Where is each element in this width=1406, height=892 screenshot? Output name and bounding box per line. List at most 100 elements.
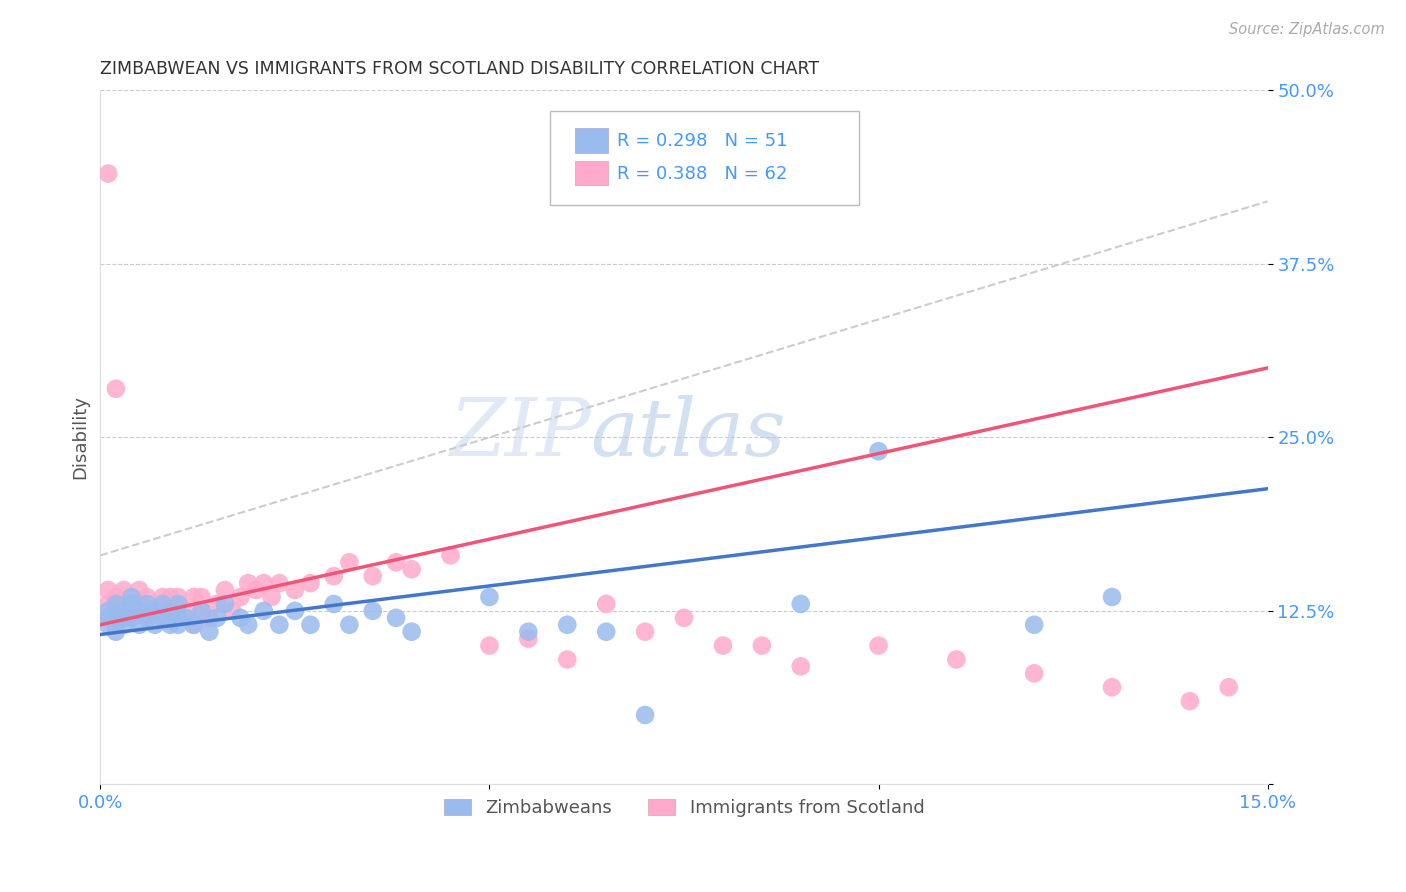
Text: Source: ZipAtlas.com: Source: ZipAtlas.com (1229, 22, 1385, 37)
Text: ZIP: ZIP (449, 395, 591, 473)
Point (751, 639, 773, 653)
Point (229, 590, 252, 604)
Text: R = 0.388   N = 62: R = 0.388 N = 62 (617, 164, 787, 183)
Point (136, 611, 159, 625)
Point (104, 597, 127, 611)
Point (167, 590, 190, 604)
Point (299, 576, 322, 591)
Legend: Zimbabweans, Immigrants from Scotland: Zimbabweans, Immigrants from Scotland (436, 791, 932, 824)
Point (112, 604, 135, 618)
Point (478, 590, 501, 604)
Point (595, 597, 617, 611)
Point (121, 604, 143, 618)
Point (174, 604, 197, 618)
Point (128, 583, 150, 598)
Point (136, 611, 159, 625)
Point (253, 576, 276, 591)
Point (337, 555, 360, 569)
Point (112, 604, 135, 618)
Point (337, 617, 360, 632)
Point (385, 555, 408, 569)
Point (439, 549, 461, 563)
Point (121, 590, 143, 604)
Point (121, 611, 143, 625)
Text: R = 0.298   N = 51: R = 0.298 N = 51 (617, 132, 787, 150)
Point (672, 611, 695, 625)
Text: atlas: atlas (591, 395, 786, 473)
Point (1101, 590, 1123, 604)
Point (152, 597, 174, 611)
Y-axis label: Disability: Disability (72, 395, 89, 479)
Text: ZIMBABWEAN VS IMMIGRANTS FROM SCOTLAND DISABILITY CORRELATION CHART: ZIMBABWEAN VS IMMIGRANTS FROM SCOTLAND D… (100, 60, 820, 78)
Point (190, 604, 212, 618)
FancyBboxPatch shape (550, 112, 859, 205)
Point (401, 562, 423, 576)
Point (97, 604, 120, 618)
Point (121, 611, 143, 625)
Point (790, 597, 813, 611)
Point (245, 583, 267, 598)
Point (1101, 680, 1123, 694)
Point (478, 639, 501, 653)
Point (152, 611, 174, 625)
Point (97, 167, 120, 181)
Point (143, 604, 166, 618)
Point (868, 639, 890, 653)
Point (152, 590, 174, 604)
Point (214, 597, 236, 611)
Point (361, 569, 384, 583)
Point (868, 444, 890, 458)
Point (152, 611, 174, 625)
Point (238, 617, 260, 632)
Point (945, 652, 967, 666)
Point (143, 604, 166, 618)
Point (517, 632, 540, 646)
Point (517, 624, 540, 639)
Point (634, 708, 657, 723)
Point (269, 617, 291, 632)
Point (159, 604, 181, 618)
Point (790, 659, 813, 673)
Point (104, 611, 127, 625)
Point (190, 590, 212, 604)
Point (128, 597, 150, 611)
Point (97, 617, 120, 632)
Point (322, 597, 344, 611)
Point (112, 611, 135, 625)
Point (634, 624, 657, 639)
Point (284, 583, 307, 598)
Point (260, 590, 283, 604)
Point (385, 611, 408, 625)
Point (174, 611, 197, 625)
Point (136, 597, 159, 611)
Point (711, 639, 734, 653)
Point (205, 611, 228, 625)
Point (555, 617, 578, 632)
Point (104, 611, 127, 625)
Point (183, 617, 205, 632)
Point (183, 617, 205, 632)
Point (1024, 666, 1046, 681)
Point (269, 576, 291, 591)
FancyBboxPatch shape (575, 161, 609, 186)
Point (221, 604, 243, 618)
Point (167, 611, 190, 625)
Point (1024, 617, 1046, 632)
Point (121, 597, 143, 611)
Point (198, 624, 221, 639)
Point (595, 624, 617, 639)
Point (159, 617, 181, 632)
Point (112, 583, 135, 598)
Point (128, 604, 150, 618)
Point (284, 604, 307, 618)
Point (253, 604, 276, 618)
Point (229, 611, 252, 625)
Point (104, 590, 127, 604)
Point (198, 611, 221, 625)
Point (322, 569, 344, 583)
Point (299, 617, 322, 632)
Point (136, 590, 159, 604)
Point (555, 652, 578, 666)
Point (401, 624, 423, 639)
Point (159, 590, 181, 604)
